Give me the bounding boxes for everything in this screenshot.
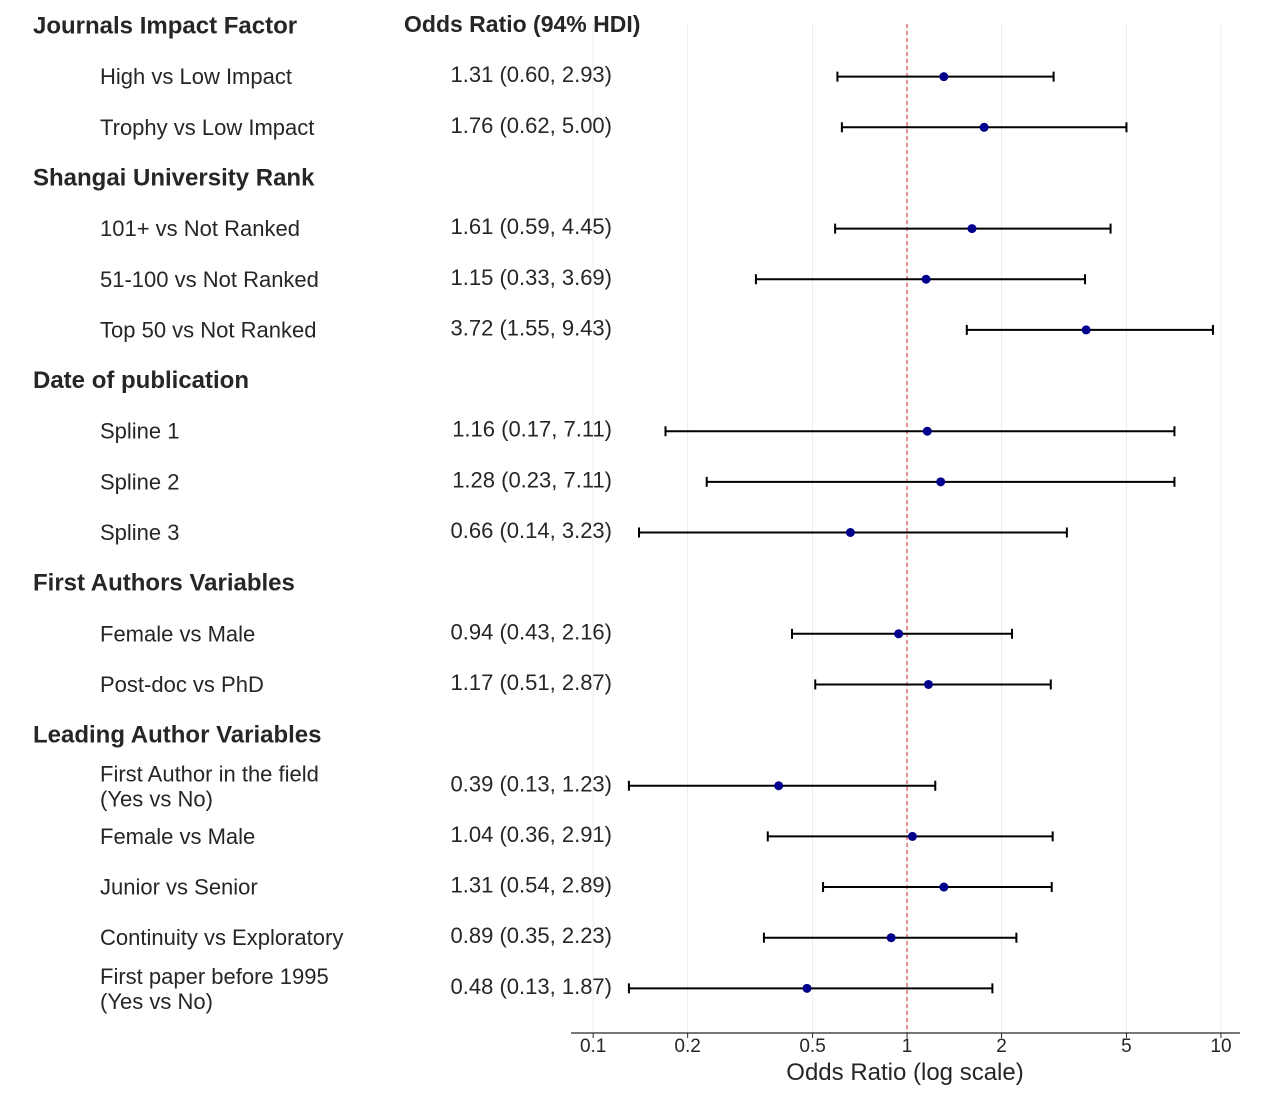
odds-ratio-point [894,629,904,639]
odds-ratio-label: 1.31 (0.60, 2.93) [451,62,612,87]
x-tick-label: 0.1 [580,1036,606,1057]
row-label: Post-doc vs PhD [100,672,264,697]
x-tick-label: 0.5 [799,1036,825,1057]
row-label: Junior vs Senior [100,875,258,900]
odds-ratio-label: 1.16 (0.17, 7.11) [452,417,612,442]
row-label: 101+ vs Not Ranked [100,216,300,241]
odds-ratio-point [886,933,896,943]
x-tick-label: 1 [902,1036,913,1057]
x-axis: 0.1 0.2 0.5 1 2 5 10 [571,1032,1240,1057]
odds-ratio-point [907,831,917,841]
x-tick-label: 2 [996,1036,1007,1057]
row-label: 51-100 vs Not Ranked [100,267,319,292]
odds-ratio-point [802,983,812,993]
group-title: Shangai University Rank [33,164,315,191]
odds-ratio-label: 1.28 (0.23, 7.11) [452,467,612,492]
odds-ratio-point [921,274,931,284]
odds-ratio-label: 0.39 (0.13, 1.23) [451,771,612,796]
row-label: Spline 1 [100,419,180,444]
row-label: Female vs Male [100,824,255,849]
row-label: High vs Low Impact [100,64,292,89]
odds-ratio-point [939,72,949,82]
odds-ratio-label: 0.94 (0.43, 2.16) [451,619,612,644]
odds-ratio-label: 1.31 (0.54, 2.89) [451,873,612,898]
row-label: Female vs Male [100,621,255,646]
row-label: Spline 2 [100,469,180,494]
row-label: Trophy vs Low Impact [100,115,314,140]
row-label: (Yes vs No) [100,989,213,1014]
row-label: Continuity vs Exploratory [100,925,343,950]
odds-ratio-label: 0.66 (0.14, 3.23) [451,518,612,543]
x-tick-label: 0.2 [674,1036,700,1057]
odds-ratio-point [979,122,989,132]
odds-ratio-point [967,224,977,234]
row-label: First paper before 1995 [100,964,329,989]
odds-ratio-label: 1.04 (0.36, 2.91) [451,822,612,847]
x-tick-label: 10 [1210,1036,1231,1057]
x-axis-title: Odds Ratio (log scale) [786,1059,1023,1086]
odds-ratio-point [923,679,933,689]
odds-ratio-point [939,882,949,892]
odds-ratio-label: 1.76 (0.62, 5.00) [451,113,612,138]
odds-ratio-point [936,477,946,487]
odds-ratio-point [845,528,855,537]
row-label: Top 50 vs Not Ranked [100,317,316,342]
odds-ratio-label: 1.61 (0.59, 4.45) [451,214,612,239]
group-title: First Authors Variables [33,570,295,597]
odds-ratio-label: 1.15 (0.33, 3.69) [451,265,612,290]
odds-ratio-point [1081,325,1091,335]
odds-ratio-point [774,781,784,791]
odds-ratio-label: 3.72 (1.55, 9.43) [451,315,612,340]
group-title: Journals Impact Factor [33,13,297,40]
odds-ratio-label: 0.89 (0.35, 2.23) [451,923,612,948]
group-title: Date of publication [33,367,249,394]
x-tick-label: 5 [1121,1036,1132,1057]
odds-ratio-label: 0.48 (0.13, 1.87) [451,974,612,999]
row-label: First Author in the field [100,761,319,786]
row-label: (Yes vs No) [100,786,213,811]
odds-ratio-label: 1.17 (0.51, 2.87) [451,670,612,695]
row-label: Spline 3 [100,520,180,545]
group-title: Leading Author Variables [33,722,322,749]
column-header: Odds Ratio (94% HDI) [404,11,640,37]
odds-ratio-point [922,426,932,436]
rows: Journals Impact Factor High vs Low Impact… [33,13,1214,1014]
